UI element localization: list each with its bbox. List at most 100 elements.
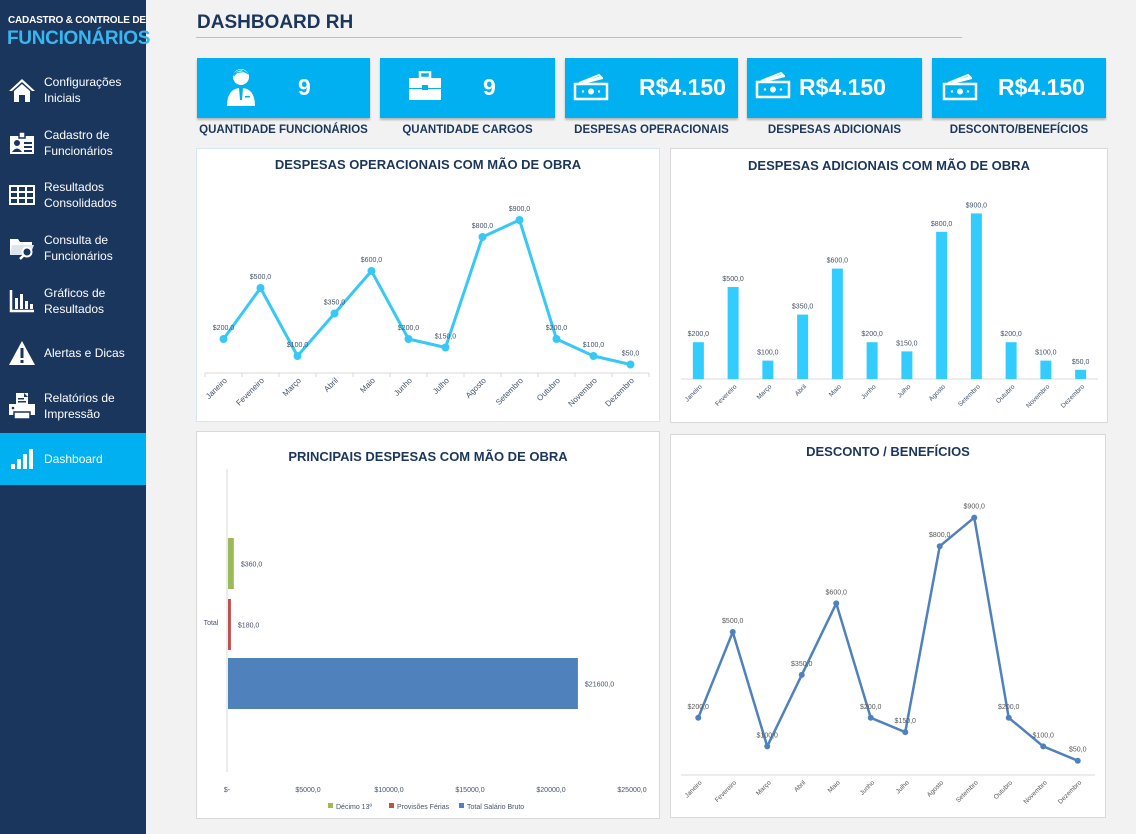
kpi-card-cargos: 9 (380, 58, 555, 118)
data-label: $150,0 (896, 340, 918, 347)
x-tick-label: Junho (860, 383, 878, 401)
folder-search-icon (0, 235, 44, 261)
sidebar-item-label: Alertas e Dicas (44, 346, 125, 360)
data-label: $500,0 (722, 276, 744, 283)
data-point (1040, 743, 1047, 750)
sidebar-item-cadastro[interactable]: Cadastro de Funcionários (0, 117, 146, 169)
data-point (936, 543, 943, 550)
sidebar-item-label: Funcionários (44, 249, 113, 263)
data-point (1005, 714, 1012, 721)
id-card-icon (0, 131, 44, 155)
data-label: $150,0 (435, 334, 457, 341)
kpi-card-despesas-operacionais: R$4.150 (565, 58, 738, 118)
x-tick-label: Novembro (1025, 383, 1051, 409)
x-tick-label: $15000,0 (455, 787, 484, 794)
x-tick-label: Março (756, 383, 774, 401)
money-icon (942, 73, 978, 106)
data-label: $200,0 (688, 704, 710, 711)
brand-subtitle: CADASTRO & CONTROLE DE (8, 15, 146, 26)
data-label: $200,0 (861, 331, 883, 338)
sidebar-item-label: Consolidados (44, 196, 117, 210)
bar (970, 213, 982, 379)
sidebar-item-label: Configurações (44, 75, 122, 89)
sidebar-item-alertas[interactable]: Alertas e Dicas (0, 327, 146, 379)
data-label: $900,0 (964, 504, 986, 511)
data-label: $100,0 (757, 350, 779, 357)
data-label: $180,0 (238, 623, 260, 630)
x-tick-label: Junho (859, 779, 877, 797)
data-point (695, 714, 702, 721)
kpi-label: DESPESAS ADICIONAIS (767, 124, 902, 136)
sidebar-item-label: Cadastro de (44, 128, 110, 142)
chart-title: DESPESAS OPERACIONAIS COM MÃO DE OBRA (274, 157, 582, 172)
x-tick-label: Abril (793, 779, 808, 794)
x-tick-label: Outubro (995, 383, 1017, 405)
x-tick-label: Agosto (464, 376, 488, 400)
data-point (219, 335, 228, 343)
data-label: $600,0 (361, 257, 383, 264)
data-point (764, 743, 771, 750)
data-label: $100,0 (757, 732, 779, 739)
x-tick-label: Dezembro (1060, 383, 1086, 409)
kpi-value: R$4.150 (639, 74, 726, 100)
hbar-chart-principais: Total $360,0 $180,0 $21600,0 $- $5000,0 $10000… (204, 469, 647, 811)
data-label: $100,0 (1033, 732, 1055, 739)
sidebar-item-consulta[interactable]: Consulta de Funcionários (0, 222, 146, 274)
x-tick-label: Fevereiro (714, 383, 739, 408)
kpi-label: QUANTIDADE FUNCIONÁRIOS (199, 124, 368, 136)
data-point (367, 267, 376, 275)
kpi-value: 9 (483, 74, 496, 100)
legend-label: Total Salário Bruto (467, 804, 524, 811)
kpi-card-despesas-adicionais: R$4.150 (747, 58, 922, 118)
x-tick-label: Março (755, 779, 773, 797)
legend-label: Provisões Férias (397, 804, 450, 811)
x-tick-label: Abril (794, 383, 809, 398)
legend-swatch (389, 803, 394, 808)
data-point (441, 343, 450, 352)
data-point (589, 352, 598, 360)
x-tick-label: Maio (827, 779, 842, 794)
brand-title: FUNCIONÁRIOS (7, 28, 151, 49)
sidebar-item-configuracoes[interactable]: Configurações Iniciais (0, 64, 146, 116)
x-tick-label: Dezembro (603, 376, 636, 409)
sidebar-item-label: Impressão (44, 407, 101, 421)
x-tick-label: Agosto (928, 383, 948, 403)
sidebar-item-relatorios[interactable]: Relatórios de Impressão (0, 380, 146, 432)
sidebar-item-label: Consulta de (44, 233, 109, 247)
x-tick-label: Dezembro (1057, 779, 1083, 805)
sidebar-item-label: Dashboard (44, 452, 103, 466)
x-tick-label: $- (224, 787, 231, 794)
bar (936, 231, 948, 379)
x-tick-label: Novembro (1023, 779, 1049, 805)
bar (831, 268, 843, 379)
data-point (798, 671, 805, 678)
warning-icon (0, 340, 44, 366)
line-chart-descontos: Janeiro Fevereiro Março Abril Maio Junho Julho… (681, 504, 1095, 806)
sidebar-item-label: Resultados (44, 302, 105, 316)
bar (866, 342, 878, 379)
x-tick-label: Janeiro (684, 383, 704, 403)
data-label: $360,0 (241, 562, 263, 569)
x-tick-label: $10000,0 (374, 787, 403, 794)
data-point (729, 629, 736, 635)
x-tick-label: Maio (358, 376, 377, 395)
money-icon (755, 71, 791, 104)
data-point (1074, 757, 1081, 764)
data-label: $200,0 (998, 704, 1020, 711)
sidebar-item-resultados[interactable]: Resultados Consolidados (0, 169, 146, 221)
y-tick-label: Total (204, 620, 219, 627)
data-point (404, 335, 413, 343)
legend-label: Décimo 13º (336, 804, 372, 811)
data-label: $150,0 (895, 718, 917, 725)
x-tick-label: Abril (322, 376, 340, 394)
sidebar-item-dashboard[interactable]: Dashboard (0, 433, 146, 485)
x-tick-label: Feveneiro (234, 376, 266, 408)
x-tick-label: Novembro (566, 376, 599, 409)
data-point (867, 714, 874, 721)
bar (727, 287, 739, 379)
chart-card-despesas-adicionais: DESPESAS ADICIONAIS COM MÃO DE OBRA Jane… (670, 148, 1108, 423)
printer-icon (0, 392, 44, 420)
sidebar-item-graficos[interactable]: Gráficos de Resultados (0, 275, 146, 327)
data-label: $50,0 (1072, 359, 1090, 366)
data-label: $200,0 (688, 331, 710, 338)
